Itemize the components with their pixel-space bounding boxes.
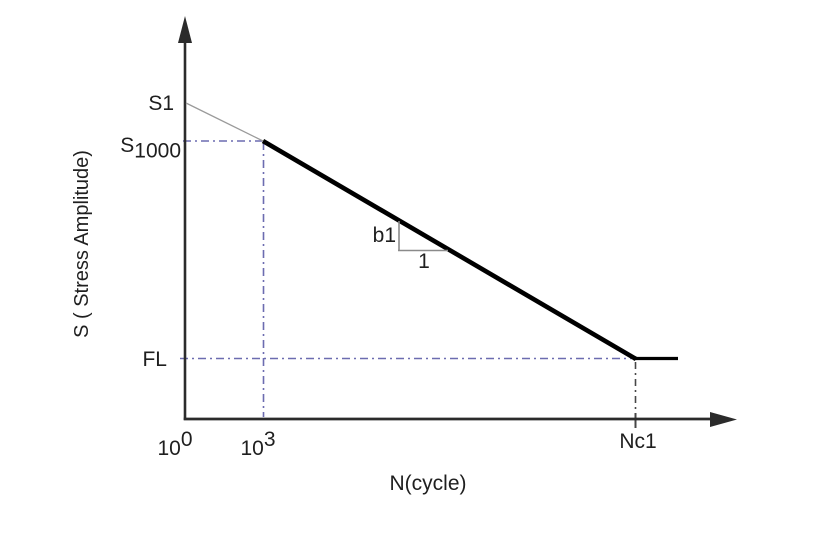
x-tick-10-3-base: 10 [240, 437, 263, 460]
s1000-label: S1000 [120, 134, 181, 163]
s1000-label-base: S [120, 134, 134, 157]
x-tick-10-0-exponent: 0 [181, 428, 193, 451]
y-axis-title: S ( Stress Amplitude) [71, 150, 93, 338]
slope-coefficient-label: b1 [373, 224, 396, 247]
x-tick-10-0-base: 10 [157, 437, 180, 460]
x-tick-10-3-exponent: 3 [264, 428, 276, 451]
s1000-label-subscript: 1000 [134, 140, 181, 163]
y-axis-arrowhead [178, 16, 192, 43]
nc1-label: Nc1 [619, 430, 656, 453]
low-cycle-extrapolation-line [185, 102, 264, 142]
x-tick-label-10-0: 100 [157, 428, 192, 460]
fatigue-limit-label: FL [142, 348, 167, 371]
sn-curve-sloped-segment [261, 139, 638, 361]
x-axis-title: N(cycle) [390, 472, 467, 495]
slope-run-label: 1 [418, 250, 430, 273]
x-tick-label-10-3: 103 [240, 428, 275, 460]
s1-label: S1 [148, 92, 174, 115]
x-axis-arrowhead [710, 412, 737, 427]
